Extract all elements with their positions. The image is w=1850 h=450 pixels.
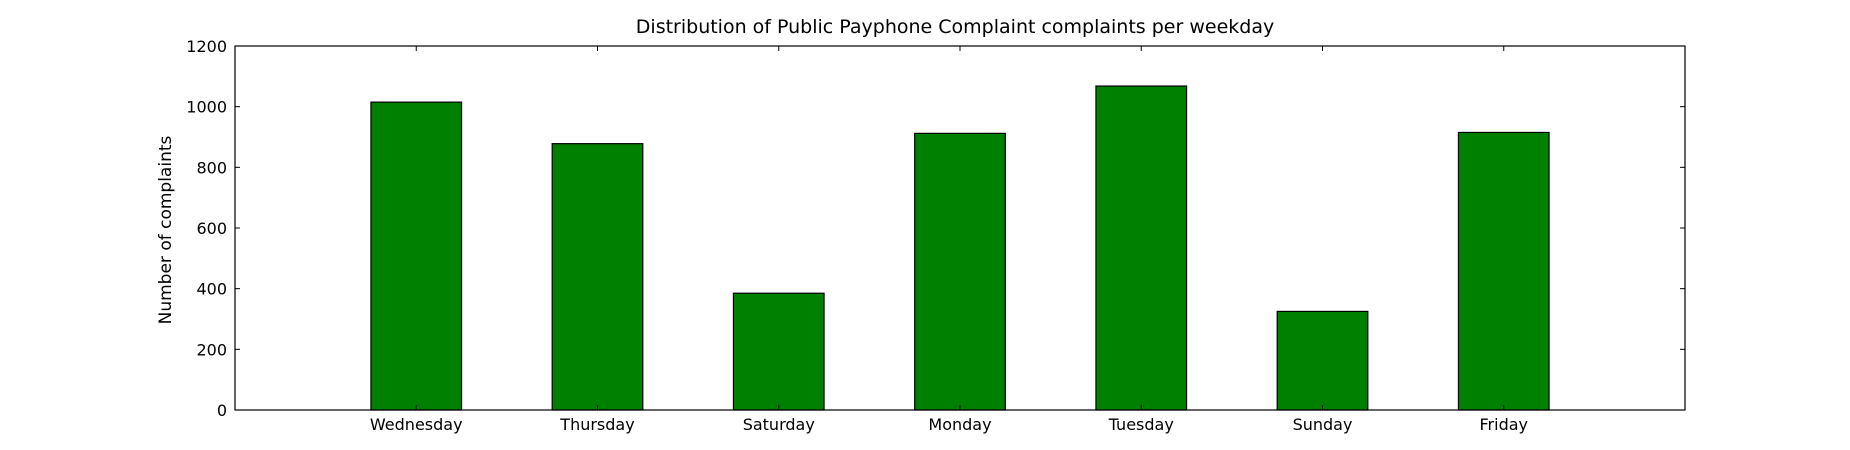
plot-area-frame — [234, 45, 1686, 411]
x-tick-label: Wednesday — [370, 415, 463, 434]
bar-friday — [1457, 131, 1550, 411]
x-tick-label: Thursday — [559, 415, 634, 434]
x-tick-label: Sunday — [1293, 415, 1353, 434]
bar-thursday — [551, 143, 644, 411]
x-tick-label: Monday — [928, 415, 991, 434]
bar-saturday — [732, 292, 825, 411]
x-tick-label: Saturday — [743, 415, 815, 434]
bar-monday — [914, 132, 1006, 411]
y-tick-label: 600 — [196, 219, 227, 238]
chart-title: Distribution of Public Payphone Complain… — [636, 16, 1274, 38]
bar-wednesday — [370, 101, 463, 411]
y-tick-label: 800 — [196, 158, 227, 177]
y-tick-label: 1200 — [186, 37, 227, 56]
bar-tuesday — [1095, 85, 1188, 411]
x-tick-label: Friday — [1480, 415, 1529, 434]
y-tick-label: 0 — [217, 401, 227, 420]
y-tick-label: 400 — [196, 280, 227, 299]
y-axis-ticks: 0 200 400 600 800 1000 1200 — [186, 37, 1685, 420]
bars-group — [370, 85, 1550, 411]
y-tick-label: 200 — [196, 340, 227, 359]
x-axis-ticks: Wednesday Thursday Saturday Monday Tuesday Su… — [370, 46, 1528, 434]
y-axis-label: Number of complaints — [156, 135, 176, 324]
bar-sunday — [1276, 310, 1369, 411]
y-tick-label: 1000 — [186, 98, 227, 117]
x-tick-label: Tuesday — [1108, 415, 1174, 434]
